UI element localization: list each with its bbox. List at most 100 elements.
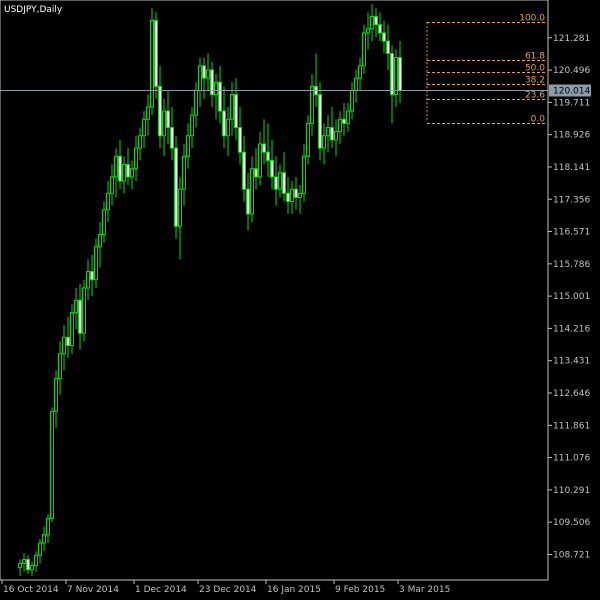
fib-level-label: 50.0 [525,64,545,74]
candle-body [74,299,78,314]
candle-body [46,517,50,536]
y-tick-label: 108.721 [553,550,590,560]
candle-body [130,168,134,178]
candle-body [86,270,90,289]
y-tick-label: 112.646 [553,389,590,399]
candles-layer [18,4,402,576]
candle [218,65,222,124]
y-tick-label: 113.431 [553,357,590,367]
candle [254,148,258,190]
candle-body [178,188,182,227]
candle-body [162,110,166,137]
fib-level-label: 23.6 [525,91,545,101]
candle [30,561,34,576]
y-tick-label: 117.356 [553,195,590,205]
current-price-label: 120.014 [553,87,590,97]
candle-body [234,94,238,129]
candle-body [362,32,366,67]
candle [378,12,382,42]
x-tick-label: 3 Mar 2015 [399,585,450,595]
candle-body [66,336,70,347]
time-axis: 16 Oct 2014 7 Nov 2014 1 Dec 2014 23 Dec 20… [1,580,450,595]
fib-level-label: 61.8 [525,52,545,62]
candle-body [70,312,74,347]
candle [362,24,366,75]
candle-body [286,192,290,203]
candle-body [38,542,42,556]
current-price-box [549,84,591,97]
candle [290,180,294,214]
candle-body [342,118,346,124]
candle-body [258,143,262,178]
candle [202,57,206,99]
candle [262,119,266,165]
candle-body [322,135,326,149]
candle [34,551,38,572]
candle-body [90,270,94,281]
candle [222,86,226,149]
current-price-label-group: 120.014 [549,84,591,97]
y-tick-label: 116.571 [553,228,590,238]
candle-body [166,110,170,129]
candle [186,123,190,169]
candle [122,156,126,194]
price-axis: 121.281 120.496 119.711 118.926 118.141 117.3… [548,34,590,560]
candle [42,526,46,552]
candle [106,180,110,223]
candle-body [386,40,390,54]
fib-level-label: 38.2 [525,76,545,86]
candle-body [278,172,282,190]
candle [374,8,378,38]
candle [58,341,62,395]
candle [318,82,322,161]
candle-body [158,85,162,137]
candle [386,24,390,70]
candle [338,111,342,144]
y-tick-label: 121.281 [553,34,590,44]
candle-body [146,106,150,120]
y-tick-label: 109.506 [553,518,590,528]
candle-body [398,57,402,91]
candle-body [22,558,26,565]
x-tick-label: 23 Dec 2014 [199,585,257,595]
candle-body [242,151,246,190]
candle [162,98,166,157]
candle-body [126,164,130,178]
y-tick-label: 115.786 [553,260,590,270]
candle [270,139,274,190]
candle-body [30,565,34,571]
candle-body [330,127,334,141]
y-tick-label: 120.496 [553,66,590,76]
candle [146,94,150,136]
candle-body [58,353,62,379]
candle [78,283,82,350]
candle-body [150,20,154,108]
candle-body [154,20,158,87]
fib-level-label: 100.0 [519,14,545,24]
candle-body [282,172,286,194]
candle [154,12,158,99]
candle-body [34,554,38,567]
candle [282,152,286,202]
candle [178,176,182,260]
candle-body [190,114,194,137]
y-tick-label: 119.711 [553,98,590,108]
candle [158,65,162,149]
candle-body [194,89,198,116]
candle-body [262,143,266,153]
candle-body [210,69,214,96]
candle-body [222,110,226,137]
fibonacci-retracement[interactable]: 100.0 61.8 50.0 38.2 23.6 0.0 [426,14,545,125]
candle [70,304,74,354]
candle [142,111,146,149]
candle [174,135,178,239]
candle [334,119,338,157]
candle [190,106,194,149]
candle-body [202,65,206,79]
x-tick-label: 16 Jan 2015 [267,585,321,595]
candle-body [390,52,394,96]
candle-body [106,192,110,211]
candle [238,106,242,165]
candle-body [142,118,146,137]
